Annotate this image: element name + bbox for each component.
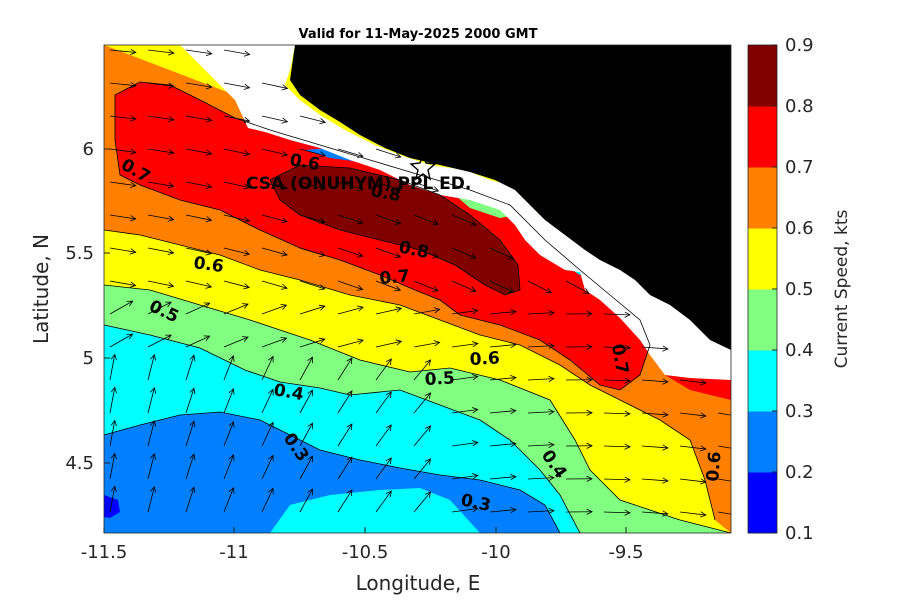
colorbar-band — [748, 45, 777, 107]
colorbar-tick-label: 0.8 — [785, 96, 814, 117]
contour-label: 0.6 — [192, 253, 225, 277]
colorbar-tick-label: 0.7 — [785, 157, 814, 178]
y-tick-label: 6 — [83, 139, 94, 160]
colorbar-band — [748, 106, 777, 168]
x-axis: -11.5 -11 -10.5 -10 -9.5 Longitude, E — [81, 527, 644, 595]
colorbar: 0.1 0.2 0.3 0.4 0.5 0.6 0.7 0.8 0.9 Current Spee… — [748, 35, 852, 544]
site-label: CSA (ONUHYM) PPL ED. — [246, 174, 471, 194]
contour-label: 0.6 — [469, 348, 500, 370]
colorbar-band — [748, 228, 777, 290]
contour-label: 0.6 — [703, 451, 726, 483]
colorbar-label: Current Speed, kts — [832, 210, 852, 369]
colorbar-tick-label: 0.6 — [785, 218, 814, 239]
x-tick-label: -10.5 — [342, 542, 389, 563]
colorbar-tick-label: 0.1 — [785, 523, 814, 544]
colorbar-band — [748, 167, 777, 229]
colorbar-band — [748, 350, 777, 412]
x-tick-label: -11 — [219, 542, 248, 563]
colorbar-tick-label: 0.2 — [785, 462, 814, 483]
y-tick-label: 5.5 — [65, 243, 94, 264]
colorbar-ticks: 0.1 0.2 0.3 0.4 0.5 0.6 0.7 0.8 0.9 — [772, 35, 814, 544]
chart-title: Valid for 11-May-2025 2000 GMT — [299, 27, 538, 42]
y-axis: 4.5 5 5.5 6 Latitude, N — [29, 139, 110, 474]
colorbar-band — [748, 411, 777, 473]
y-tick-label: 5 — [83, 348, 94, 369]
colorbar-tick-label: 0.5 — [785, 279, 814, 300]
x-tick-label: -9.5 — [608, 542, 643, 563]
colorbar-tick-label: 0.3 — [785, 401, 814, 422]
y-axis-label: Latitude, N — [29, 234, 53, 344]
x-tick-label: -10 — [481, 542, 510, 563]
colorbar-tick-label: 0.9 — [785, 35, 814, 56]
colorbar-band — [748, 472, 777, 534]
x-tick-label: -11.5 — [81, 542, 128, 563]
contour-label: 0.7 — [379, 266, 411, 289]
colorbar-band — [748, 289, 777, 351]
x-axis-label: Longitude, E — [356, 571, 481, 595]
colorbar-tick-label: 0.4 — [785, 340, 814, 361]
contour-label: 0.5 — [424, 368, 455, 390]
y-tick-label: 4.5 — [65, 453, 94, 474]
